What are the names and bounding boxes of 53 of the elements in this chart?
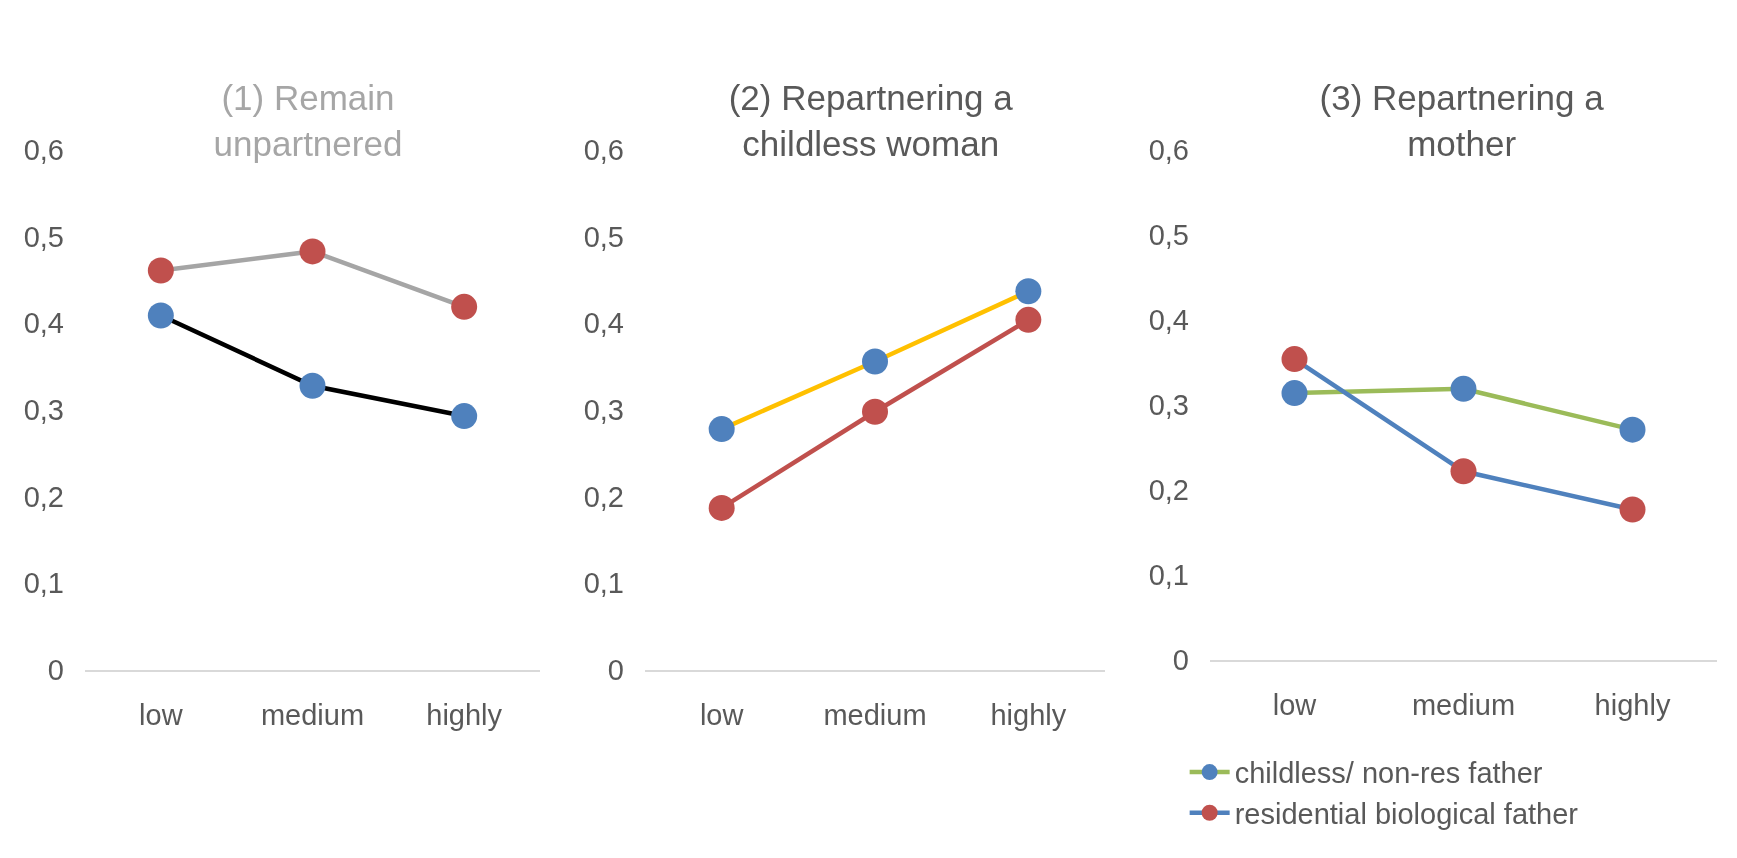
x-tick-label: low [699, 698, 745, 731]
y-tick-label: 0,4 [1148, 304, 1189, 337]
legend-label: residential biological father [1234, 798, 1579, 831]
point [708, 416, 735, 443]
chart-title: (2) Repartnering a childless woman [728, 78, 1014, 163]
point [1450, 458, 1477, 485]
y-tick-label: 0,2 [583, 480, 624, 513]
point [147, 302, 174, 329]
y-tick-label: 0,3 [583, 394, 624, 427]
x-tick-label: medium [1411, 688, 1516, 721]
point [299, 372, 326, 399]
x-tick-label: low [1272, 688, 1318, 721]
y-tick-label: 0,3 [23, 394, 64, 427]
x-tick-label: low [139, 698, 184, 731]
point [862, 348, 888, 375]
y-tick-label: 0 [607, 654, 624, 687]
y-tick-label: 0,3 [1148, 389, 1189, 422]
y-tick-label: 0,4 [583, 307, 624, 340]
chart-title: (1) Remain unpartnered [213, 78, 403, 163]
y-tick-label: 0 [47, 654, 64, 687]
x-tick-label: medium [823, 698, 927, 731]
point [299, 238, 326, 265]
point [1281, 346, 1308, 373]
point [1619, 416, 1646, 443]
y-tick-label: 0,6 [23, 134, 64, 167]
y-tick-label: 0,1 [583, 567, 624, 600]
point [708, 494, 735, 521]
y-tick-label: 0,1 [23, 567, 64, 600]
y-tick-label: 0,6 [1148, 134, 1189, 167]
x-tick-label: highly [990, 698, 1067, 731]
y-tick-label: 0,6 [583, 134, 624, 167]
legend-label: childless/ non-res father [1234, 757, 1543, 790]
chart-title: (3) Repartnering a mother [1319, 78, 1605, 163]
y-tick-label: 0,1 [1148, 559, 1189, 592]
point [862, 398, 888, 425]
point [1015, 306, 1042, 333]
point [1015, 278, 1042, 305]
point [147, 257, 174, 284]
y-tick-label: 0 [1172, 644, 1189, 677]
y-tick-label: 0,2 [23, 480, 64, 513]
point [451, 403, 478, 430]
y-tick-label: 0,4 [23, 307, 64, 340]
x-tick-label: medium [260, 698, 365, 731]
point [451, 293, 478, 320]
y-tick-label: 0,2 [1148, 474, 1189, 507]
x-tick-label: highly [1594, 688, 1671, 721]
x-tick-label: highly [426, 698, 503, 731]
y-tick-label: 0,5 [23, 220, 64, 253]
y-tick-label: 0,5 [583, 220, 624, 253]
point [1281, 380, 1308, 407]
y-tick-label: 0,5 [1148, 219, 1189, 252]
point [1619, 496, 1646, 523]
point [1450, 375, 1477, 402]
